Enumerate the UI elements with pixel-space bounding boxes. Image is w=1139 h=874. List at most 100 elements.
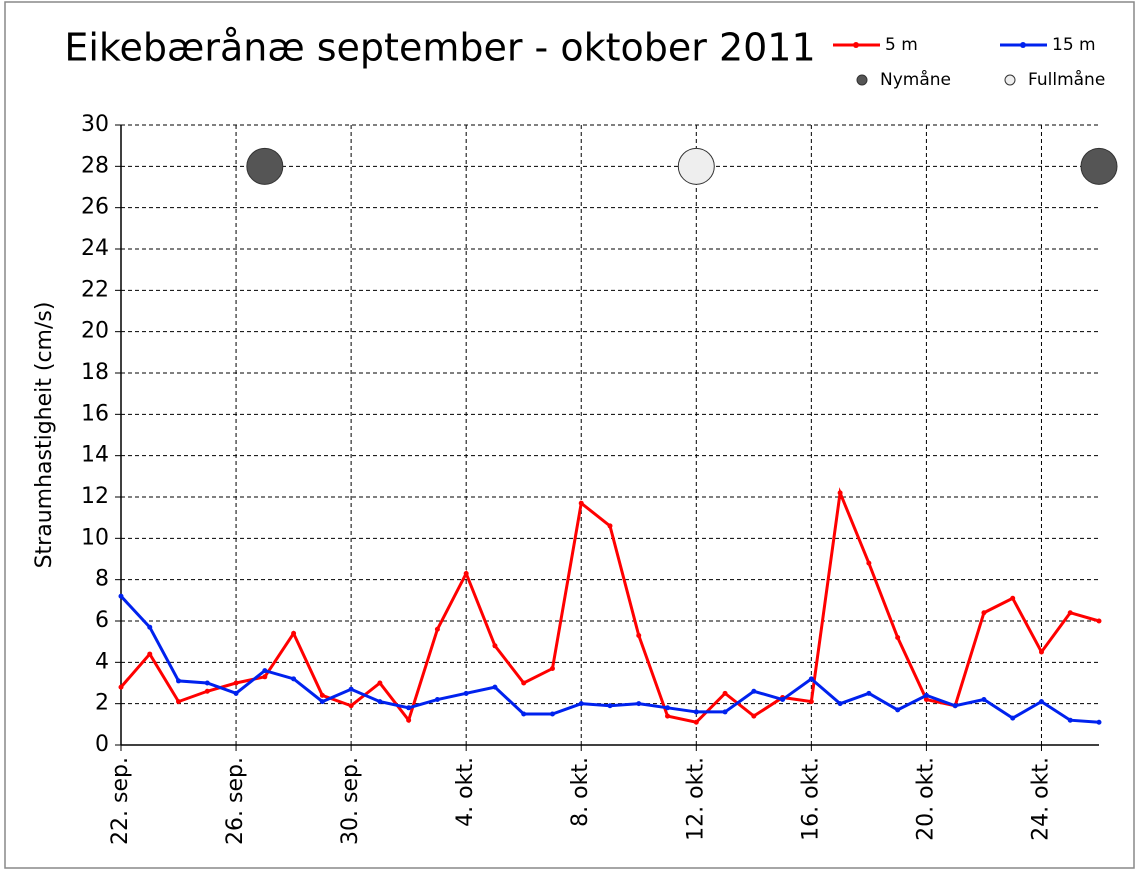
x-tick-label: 16. okt. xyxy=(798,757,823,841)
x-tick-label: 20. okt. xyxy=(913,757,938,841)
point xyxy=(895,707,901,713)
legend-point xyxy=(853,42,859,48)
point xyxy=(406,717,412,723)
point xyxy=(607,523,613,529)
point xyxy=(1096,719,1102,725)
y-tick-label: 8 xyxy=(95,567,109,592)
point xyxy=(377,680,383,686)
legend-point xyxy=(1020,42,1026,48)
point xyxy=(981,610,987,616)
point xyxy=(549,666,555,672)
point xyxy=(665,705,671,711)
point xyxy=(118,593,124,599)
point xyxy=(204,680,210,686)
point xyxy=(722,709,728,715)
point xyxy=(549,711,555,717)
y-tick-label: 18 xyxy=(81,360,109,385)
point xyxy=(1010,715,1016,721)
point xyxy=(463,690,469,696)
moon-marker xyxy=(677,147,715,185)
chart-title: Eikebærånæ september - oktober 2011 xyxy=(64,26,815,70)
point xyxy=(607,703,613,709)
x-tick-label: 26. sep. xyxy=(223,757,248,845)
point xyxy=(406,705,412,711)
point xyxy=(319,699,325,705)
legend-marker xyxy=(856,74,868,86)
legend-label: Nymåne xyxy=(880,69,951,90)
y-tick-label: 10 xyxy=(81,525,109,550)
legend-label: Fullmåne xyxy=(1028,69,1105,90)
y-tick-label: 6 xyxy=(95,608,109,633)
point xyxy=(291,630,297,636)
point xyxy=(147,624,153,630)
point xyxy=(233,680,239,686)
point xyxy=(1067,717,1073,723)
y-tick-label: 2 xyxy=(95,691,109,716)
point xyxy=(751,688,757,694)
point xyxy=(118,684,124,690)
point xyxy=(578,701,584,707)
point xyxy=(147,651,153,657)
point xyxy=(751,713,757,719)
moon-marker xyxy=(1080,147,1118,185)
legend-marker xyxy=(1004,74,1016,86)
x-tick-label: 12. okt. xyxy=(683,757,708,841)
point xyxy=(291,676,297,682)
legend-label: 15 m xyxy=(1052,35,1096,55)
y-tick-label: 22 xyxy=(81,277,109,302)
point xyxy=(693,719,699,725)
point xyxy=(665,713,671,719)
y-tick-label: 4 xyxy=(95,649,109,674)
point xyxy=(866,690,872,696)
point xyxy=(636,632,642,638)
point xyxy=(233,690,239,696)
point xyxy=(578,500,584,506)
chart-frame xyxy=(4,1,1135,869)
point xyxy=(521,680,527,686)
y-axis-label: Straumhastigheit (cm/s) xyxy=(32,302,57,569)
point xyxy=(1038,649,1044,655)
point xyxy=(176,699,182,705)
point xyxy=(722,690,728,696)
point xyxy=(808,699,814,705)
point xyxy=(693,709,699,715)
y-tick-label: 12 xyxy=(81,484,109,509)
point xyxy=(923,697,929,703)
point xyxy=(348,703,354,709)
point xyxy=(952,703,958,709)
x-tick-label: 22. sep. xyxy=(108,757,133,845)
point xyxy=(348,686,354,692)
point xyxy=(837,490,843,496)
y-tick-label: 20 xyxy=(81,319,109,344)
y-tick-label: 0 xyxy=(95,732,109,757)
point xyxy=(808,676,814,682)
point xyxy=(1038,699,1044,705)
point xyxy=(492,684,498,690)
legend-label: 5 m xyxy=(885,35,918,55)
point xyxy=(1067,610,1073,616)
y-tick-label: 24 xyxy=(81,236,109,261)
point xyxy=(262,668,268,674)
point xyxy=(463,570,469,576)
point xyxy=(636,701,642,707)
y-tick-label: 16 xyxy=(81,401,109,426)
y-tick-label: 28 xyxy=(81,153,109,178)
point xyxy=(981,697,987,703)
point xyxy=(262,674,268,680)
x-tick-label: 8. okt. xyxy=(568,757,593,827)
point xyxy=(866,560,872,566)
moon-marker xyxy=(246,147,284,185)
point xyxy=(780,697,786,703)
point xyxy=(895,635,901,641)
point xyxy=(521,711,527,717)
point xyxy=(176,678,182,684)
point xyxy=(492,643,498,649)
point xyxy=(1096,618,1102,624)
point xyxy=(377,699,383,705)
x-tick-label: 4. okt. xyxy=(453,757,478,827)
point xyxy=(434,626,440,632)
y-tick-label: 30 xyxy=(81,112,109,137)
x-tick-label: 30. sep. xyxy=(338,757,363,845)
point xyxy=(837,701,843,707)
